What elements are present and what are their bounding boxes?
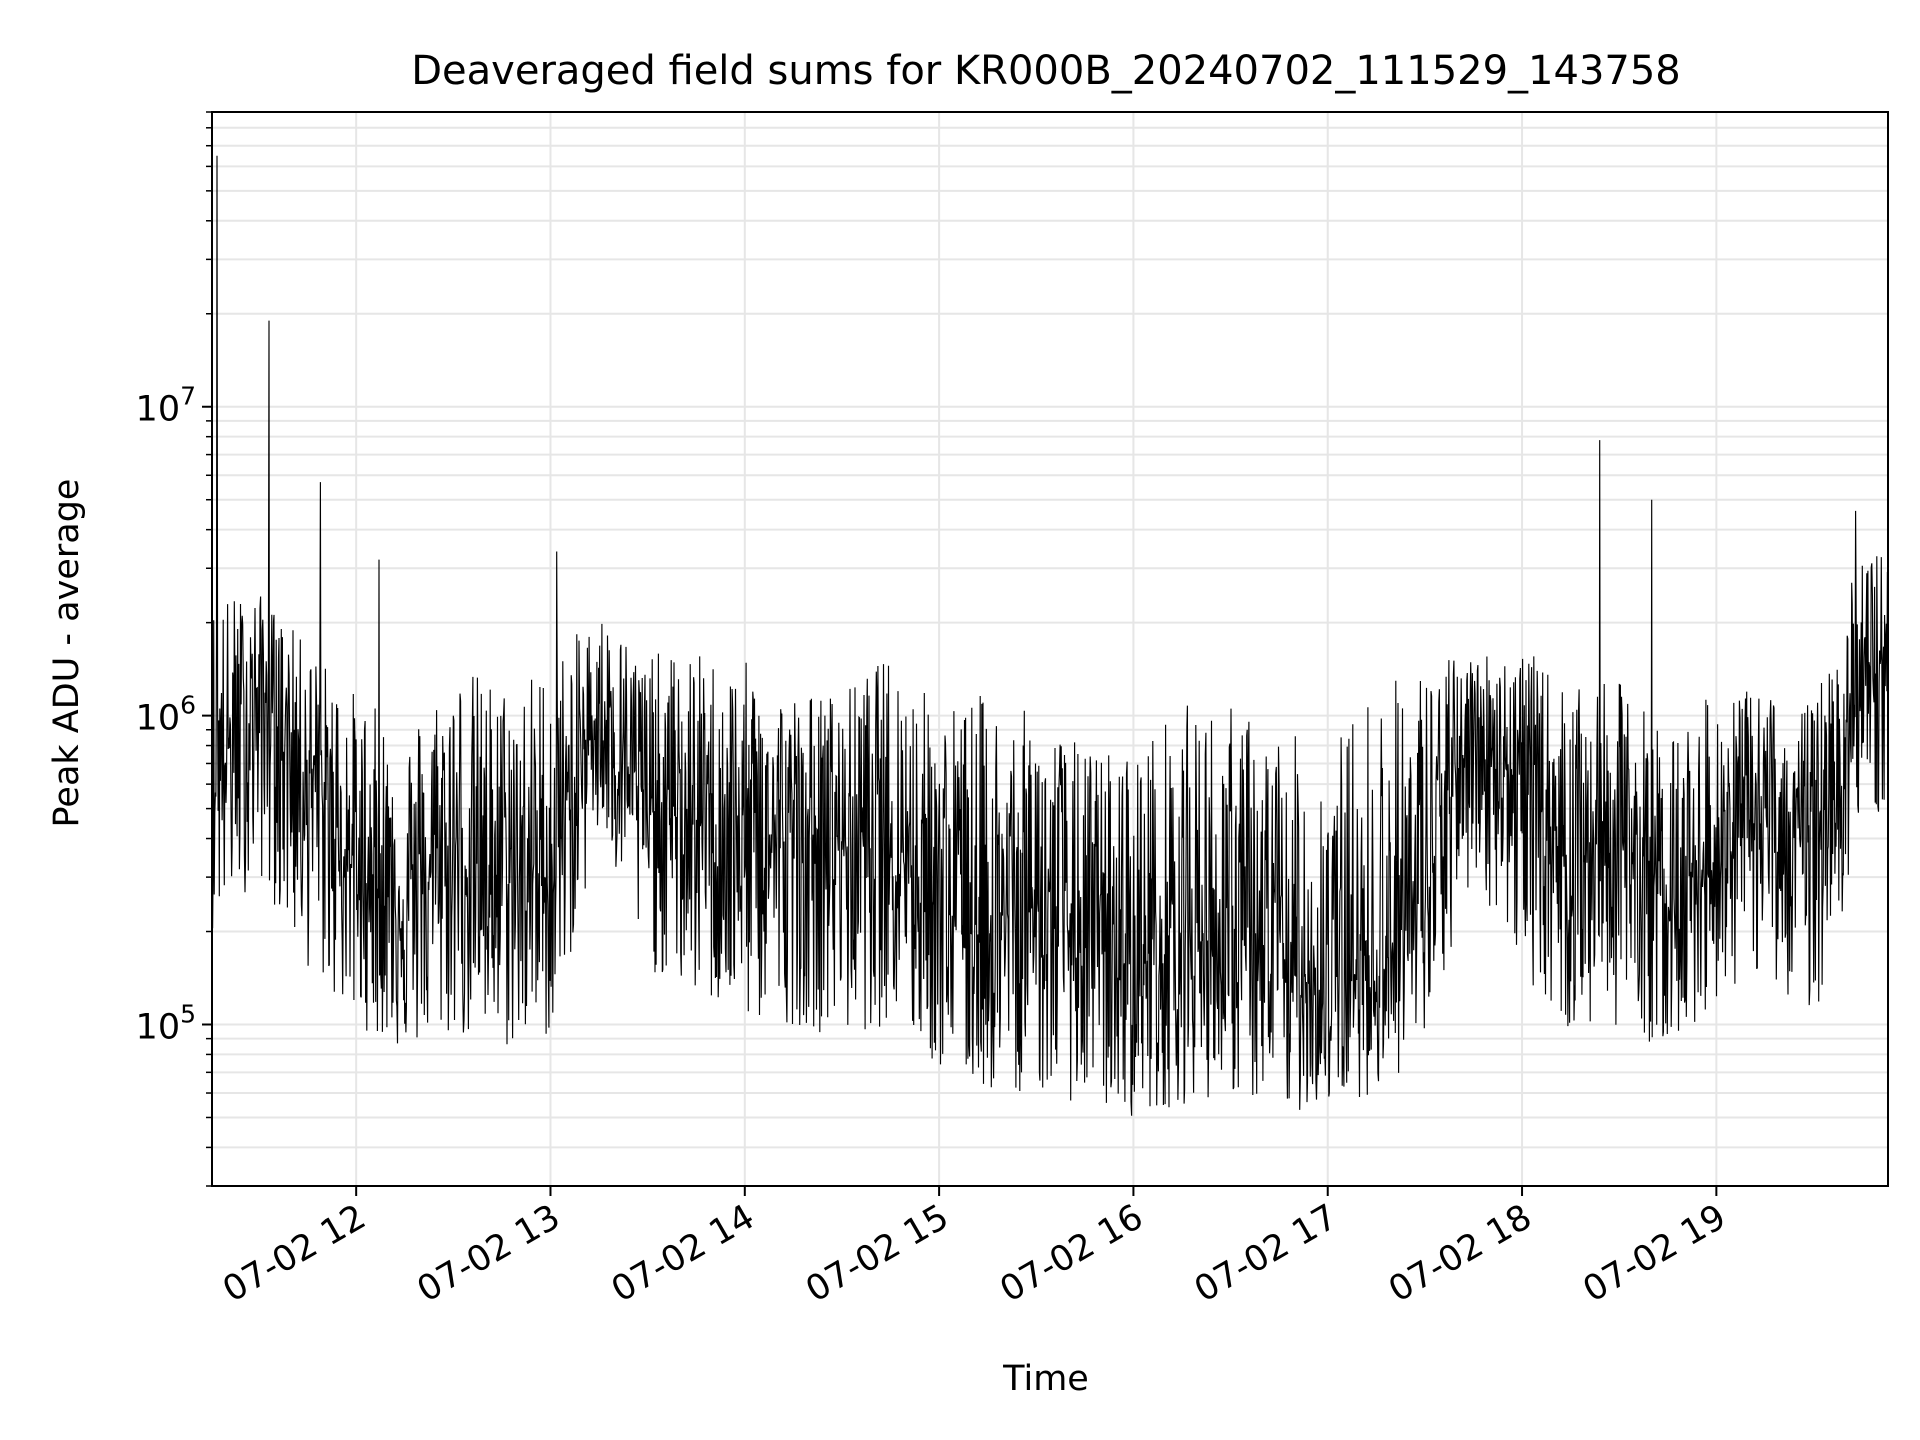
- y-tick-exponent: 5: [180, 999, 196, 1028]
- y-tick-exponent: 7: [180, 382, 196, 411]
- series-deaveraged-field-sums: [211, 155, 1889, 1116]
- plot-frame: [211, 111, 1889, 1187]
- y-tick-base: 10: [136, 390, 181, 430]
- y-axis-label: Peak ADU - average: [47, 479, 87, 828]
- y-tick-exponent: 6: [180, 691, 196, 720]
- y-tick-label: 105: [136, 999, 196, 1047]
- y-tick-base: 10: [136, 1007, 181, 1047]
- x-axis-label: Time: [1002, 1359, 1089, 1399]
- y-tick-base: 10: [136, 699, 181, 739]
- y-tick-label: 107: [136, 382, 196, 430]
- chart-title: Deaveraged field sums for KR000B_2024070…: [411, 48, 1681, 94]
- y-tick-label: 106: [136, 691, 196, 739]
- series-line: [211, 155, 1889, 1116]
